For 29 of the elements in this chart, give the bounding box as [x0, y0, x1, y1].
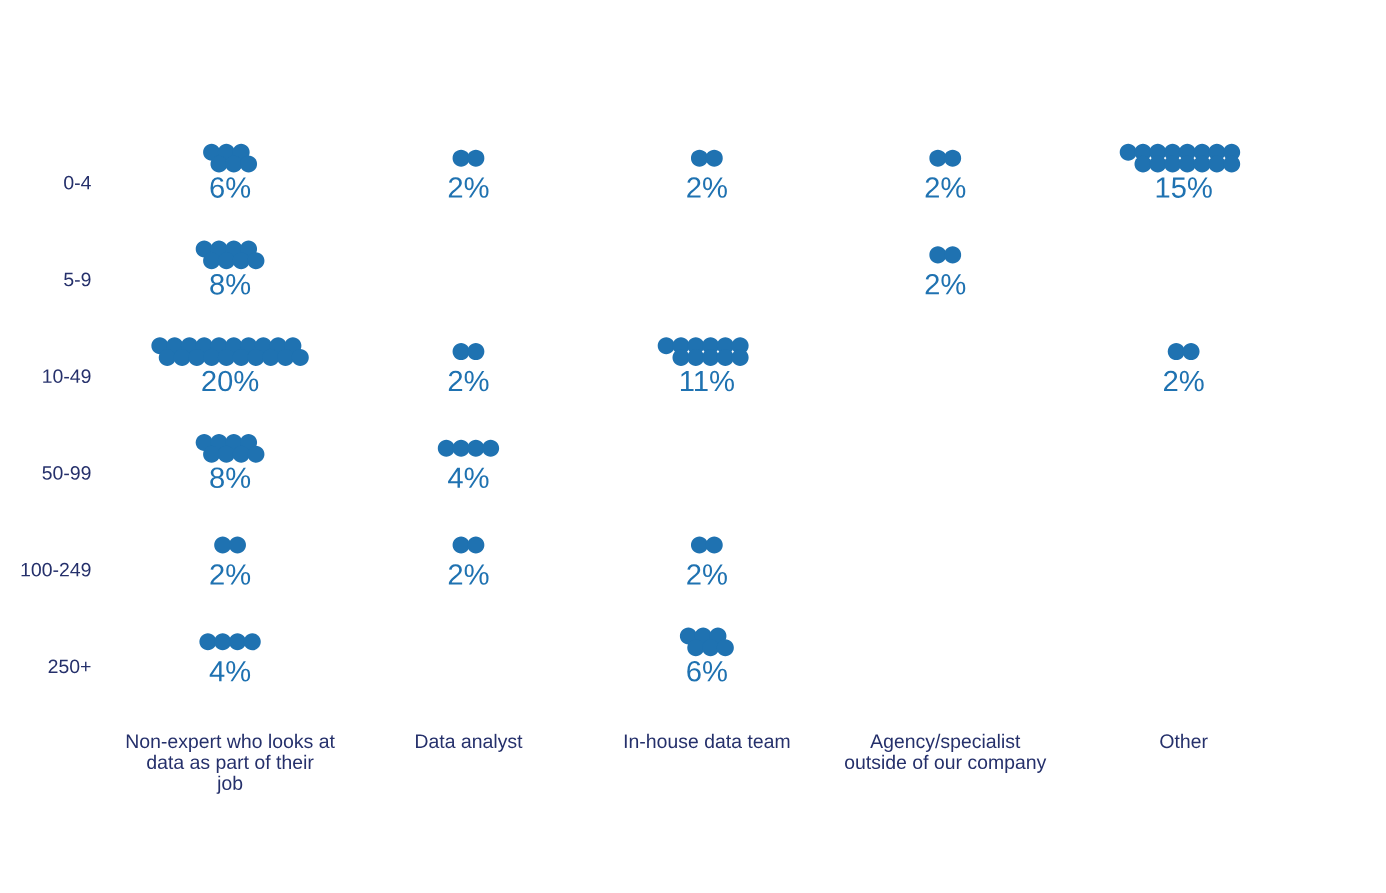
- data-label: 6%: [687, 660, 727, 682]
- data-label: 6%: [210, 177, 251, 198]
- data-label: 2%: [925, 177, 966, 198]
- y-tick-label: 50-99: [42, 466, 91, 480]
- y-tick-label: 0-4: [64, 175, 91, 190]
- data-label: 2%: [448, 370, 489, 392]
- data-label: 2%: [687, 177, 727, 198]
- data-label: 2%: [448, 564, 489, 585]
- data-label: 2%: [448, 177, 489, 198]
- data-label: 4%: [448, 467, 489, 488]
- x-tick-label: In-house data team: [624, 733, 790, 749]
- data-label: 8%: [210, 273, 251, 295]
- data-label: 4%: [209, 661, 251, 682]
- y-tick-label: 250+: [48, 659, 91, 674]
- y-tick-label: 100-249: [21, 562, 91, 577]
- data-label: 2%: [1164, 370, 1204, 392]
- x-tick-label: Non-expert who looks at data as part of their job: [126, 733, 335, 794]
- x-tick-label: Other: [1160, 733, 1208, 749]
- data-label: 15%: [1156, 177, 1212, 198]
- x-tick-label: Agency/specialist outside of our company: [845, 733, 1047, 773]
- x-tick-label: Data analyst: [416, 733, 523, 752]
- data-label: 11%: [680, 370, 734, 392]
- data-label: 20%: [202, 370, 259, 392]
- y-tick-label: 10-49: [43, 369, 91, 384]
- y-tick-label: 5-9: [64, 272, 91, 287]
- data-label: 2%: [925, 273, 966, 295]
- data-label: 8%: [210, 467, 251, 489]
- data-label: 2%: [687, 564, 727, 585]
- data-label: 2%: [210, 564, 251, 585]
